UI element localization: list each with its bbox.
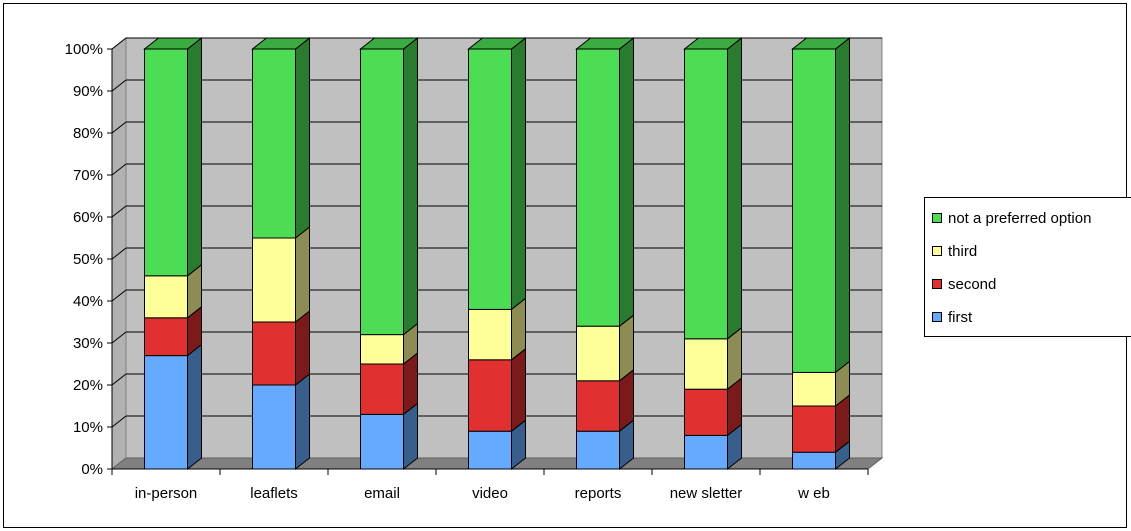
bar-top — [683, 37, 743, 50]
y-tick-label: 30% — [73, 335, 103, 352]
bar-top — [467, 37, 527, 50]
bar-segment-not-preferred — [360, 48, 404, 336]
bar-segment-second — [252, 321, 296, 386]
bar-segment-not-preferred — [684, 48, 728, 340]
bar-top — [575, 37, 635, 50]
y-tick-label: 70% — [73, 167, 103, 184]
bar-side-not-preferred — [619, 36, 634, 328]
legend-swatch-first — [932, 312, 942, 322]
bar-side-not-preferred — [295, 36, 310, 240]
bar-top — [251, 37, 311, 50]
bar-segment-second — [684, 388, 728, 436]
x-tick-label: video — [472, 485, 508, 502]
bar-segment-second — [576, 380, 620, 432]
bar-segment-not-preferred — [792, 48, 836, 373]
x-tick-label: reports — [575, 485, 622, 502]
y-tick-label: 0% — [81, 461, 103, 478]
bar-side-second — [295, 309, 310, 387]
bar-side-not-preferred — [835, 36, 850, 374]
bar-segment-first — [576, 430, 620, 470]
labels-layer: 0% 10% 20% 30% 40% 50% 60% 70% 80% 90% 100% in-pers… — [65, 41, 830, 502]
bars-layer — [143, 36, 851, 471]
legend-item-not-preferred: not a preferred option — [932, 209, 1091, 227]
y-tick-label: 90% — [73, 83, 103, 100]
gridline-side — [111, 121, 127, 134]
bar-side-third — [295, 225, 310, 324]
bar-top — [791, 37, 851, 50]
bar-side-not-preferred — [727, 36, 742, 340]
y-tick-label: 100% — [65, 41, 103, 58]
bar-segment-first — [684, 434, 728, 470]
bar-side-second — [511, 347, 526, 433]
legend-label-second: second — [948, 275, 997, 293]
bar-side-first — [295, 372, 310, 471]
bar-segment-first — [360, 413, 404, 470]
legend-swatch-third — [932, 246, 942, 256]
bar-segment-second — [468, 359, 512, 432]
bar-segment-first — [252, 384, 296, 470]
bar-top — [143, 37, 203, 50]
bar-segment-first — [792, 451, 836, 470]
legend-item-first: first — [932, 308, 972, 326]
legend-swatch-not-preferred — [932, 213, 942, 223]
bar-segment-third — [792, 371, 836, 407]
bar-segment-second — [144, 317, 188, 357]
bar-segment-second — [792, 405, 836, 453]
bar-segment-second — [360, 363, 404, 415]
y-tick-label: 50% — [73, 251, 103, 268]
legend-item-third: third — [932, 242, 977, 260]
bar-segment-not-preferred — [252, 48, 296, 239]
y-tick-label: 20% — [73, 377, 103, 394]
legend-label-third: third — [948, 242, 978, 260]
gridline-side — [111, 79, 127, 92]
y-tick-label: 60% — [73, 209, 103, 226]
gridline-side — [111, 205, 127, 218]
bar-top — [359, 37, 419, 50]
legend-label-first: first — [948, 308, 973, 326]
x-tick-label: w eb — [797, 485, 830, 502]
bar-segment-not-preferred — [468, 48, 512, 310]
gridline-side — [111, 247, 127, 260]
legend-item-second: second — [932, 275, 996, 293]
bar-segment-third — [684, 338, 728, 390]
bar-segment-first — [144, 355, 188, 470]
bar-side-not-preferred — [403, 36, 418, 336]
y-tick-label: 80% — [73, 125, 103, 142]
x-tick-label: new sletter — [670, 485, 743, 502]
bar-segment-first — [468, 430, 512, 470]
x-tick-label: in-person — [135, 485, 198, 502]
y-tick-label: 10% — [73, 419, 103, 436]
bar-segment-third — [468, 308, 512, 361]
legend: not a preferred option third second firs… — [924, 197, 1131, 337]
gridline-side — [111, 289, 127, 302]
bar-segment-not-preferred — [576, 48, 620, 327]
bar-segment-not-preferred — [144, 48, 188, 277]
bar-segment-third — [576, 325, 620, 382]
gridline-side — [111, 331, 127, 344]
gridline-side — [111, 415, 127, 428]
x-tick-label: leaflets — [250, 485, 298, 502]
bar-segment-third — [252, 237, 296, 323]
gridline-side — [111, 373, 127, 386]
bar-side-not-preferred — [187, 36, 202, 277]
legend-swatch-second — [932, 279, 942, 289]
bar-segment-third — [144, 275, 188, 319]
bar-side-not-preferred — [511, 36, 526, 311]
gridline-side — [111, 37, 127, 50]
gridline-side — [111, 163, 127, 176]
bar-segment-third — [360, 334, 404, 365]
bar-side-first — [187, 343, 202, 471]
y-tick-label: 40% — [73, 293, 103, 310]
x-tick-label: email — [364, 485, 400, 502]
legend-label-not-preferred: not a preferred option — [948, 209, 1092, 227]
